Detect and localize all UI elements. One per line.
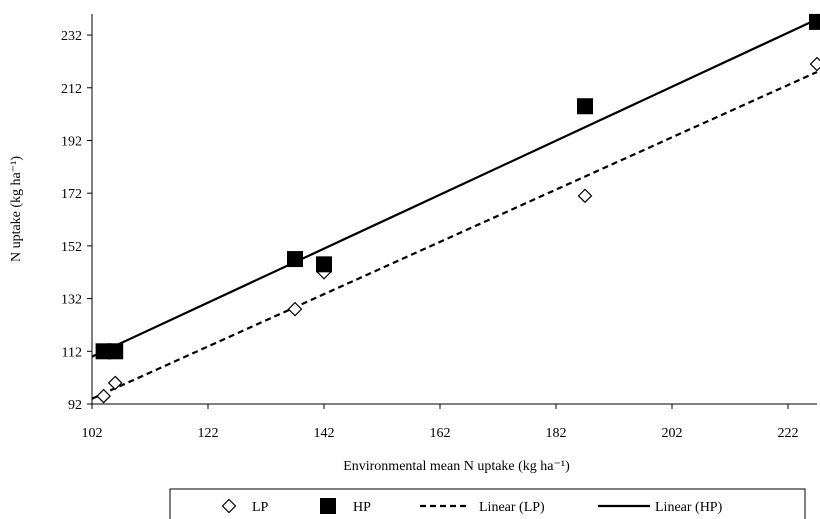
point-lp bbox=[96, 388, 111, 404]
data-points bbox=[95, 13, 820, 404]
y-tick-label: 172 bbox=[61, 187, 82, 202]
y-tick-label: 112 bbox=[62, 345, 82, 360]
y-tick-label: 92 bbox=[68, 398, 82, 413]
point-lp bbox=[809, 56, 820, 72]
x-tick-label: 162 bbox=[430, 426, 451, 441]
x-tick-label: 142 bbox=[314, 426, 335, 441]
point-lp bbox=[577, 188, 593, 204]
legend: LP HP Linear (LP) Linear (HP) bbox=[169, 488, 806, 519]
legend-label: Linear (HP) bbox=[655, 500, 723, 515]
y-tick-label: 132 bbox=[61, 293, 82, 308]
x-ticks: 102 122 142 162 182 202 222 bbox=[82, 404, 799, 441]
point-hp bbox=[577, 98, 593, 115]
y-tick-label: 212 bbox=[61, 82, 82, 97]
legend-hp-marker bbox=[320, 498, 336, 514]
x-tick-label: 182 bbox=[546, 426, 567, 441]
point-lp bbox=[107, 375, 123, 391]
x-tick-label: 202 bbox=[662, 426, 683, 441]
legend-label: HP bbox=[353, 500, 371, 515]
x-tick-label: 122 bbox=[198, 426, 219, 441]
y-tick-label: 152 bbox=[61, 240, 82, 255]
y-tick-label: 232 bbox=[61, 29, 82, 44]
point-hp bbox=[316, 256, 332, 273]
trendline-lp bbox=[91, 70, 818, 400]
trendlines bbox=[91, 18, 818, 400]
point-hp bbox=[107, 343, 124, 360]
legend-box bbox=[169, 488, 806, 519]
y-ticks: 92 112 132 152 172 192 212 232 bbox=[61, 29, 92, 413]
point-hp bbox=[809, 13, 820, 30]
axes bbox=[91, 14, 817, 405]
legend-label: LP bbox=[252, 500, 269, 515]
x-tick-label: 222 bbox=[778, 426, 799, 441]
x-tick-label: 102 bbox=[82, 426, 103, 441]
y-axis-title: N uptake (kg ha⁻¹) bbox=[9, 156, 24, 262]
trendline-hp bbox=[91, 18, 818, 358]
legend-label: Linear (LP) bbox=[479, 500, 545, 515]
y-tick-label: 192 bbox=[61, 134, 82, 149]
x-axis-title: Environmental mean N uptake (kg ha⁻¹) bbox=[343, 459, 570, 474]
point-lp bbox=[287, 301, 303, 317]
point-hp bbox=[287, 251, 303, 268]
legend-lp-marker bbox=[221, 498, 237, 514]
